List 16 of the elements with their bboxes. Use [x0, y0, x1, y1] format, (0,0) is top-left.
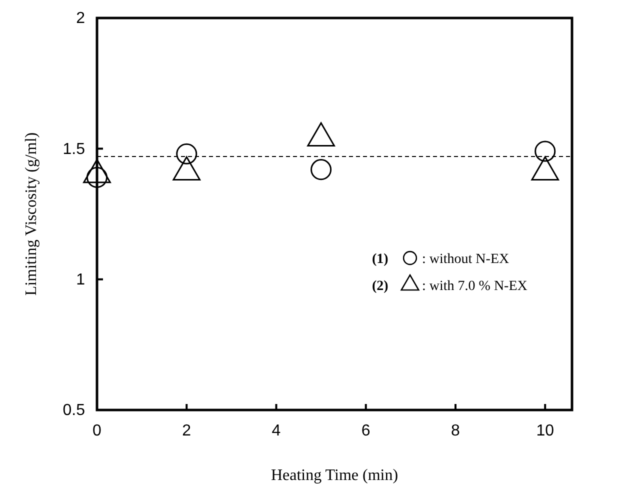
x-axis-title: Heating Time (min): [270, 467, 398, 484]
legend-label: : with 7.0 % N-EX: [422, 279, 528, 294]
y-tick-label: 1: [76, 271, 86, 288]
legend-label: : without N-EX: [422, 252, 510, 267]
y-axis-title: Limiting Viscosity (g/ml): [23, 132, 40, 296]
annotation: (1): [372, 252, 389, 267]
annotation: (2): [372, 279, 389, 294]
y-tick-label: 2: [76, 10, 86, 28]
y-tick-label: 1.5: [62, 140, 86, 158]
x-tick-label: 10: [536, 422, 554, 440]
x-tick-label: 6: [361, 422, 370, 440]
x-tick-label: 4: [272, 422, 281, 440]
x-tick-label: 2: [182, 422, 192, 440]
y-tick-label: 0.5: [62, 402, 86, 420]
x-tick-label: 8: [451, 422, 460, 440]
x-tick-label: 0: [92, 422, 102, 440]
